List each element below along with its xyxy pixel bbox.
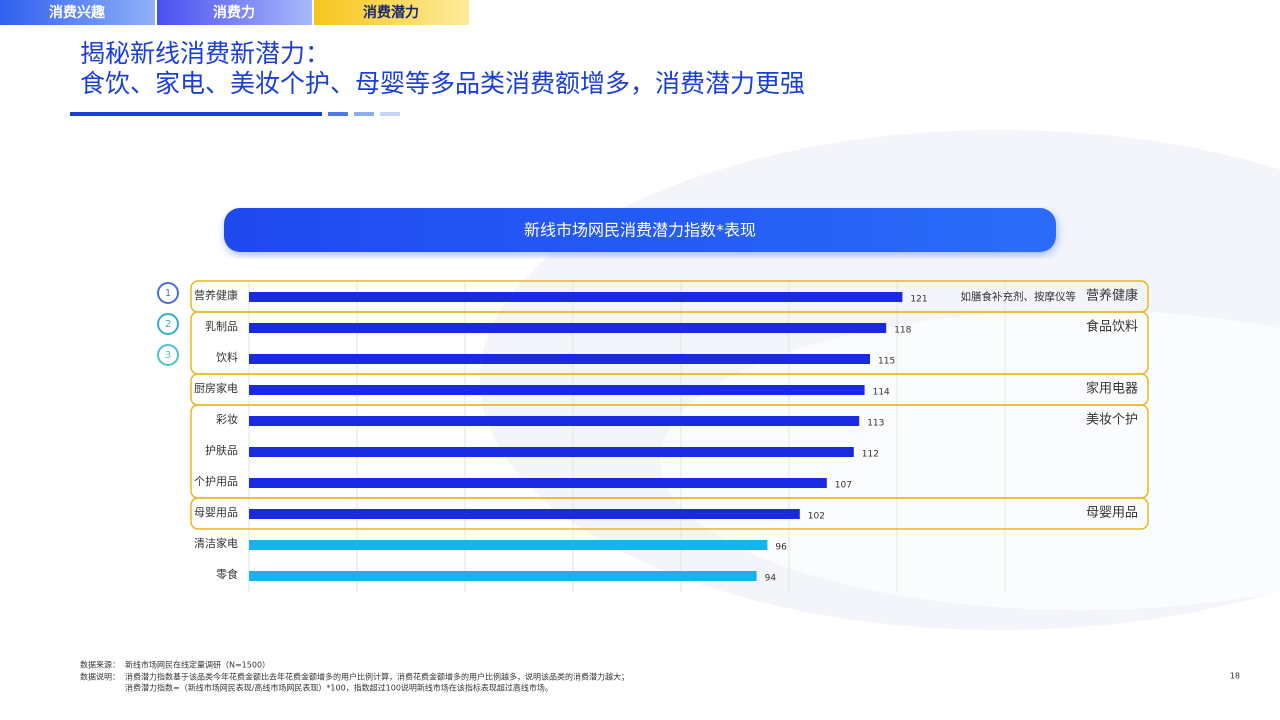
- category-label: 个护用品: [194, 474, 238, 488]
- tab[interactable]: [157, 0, 312, 25]
- value-label: 115: [878, 357, 895, 367]
- bar: [249, 292, 903, 302]
- bar: [249, 323, 887, 333]
- value-label: 102: [808, 512, 825, 522]
- note-label: 数据来源：: [80, 660, 120, 670]
- category-label: 清洁家电: [194, 536, 238, 550]
- category-label: 母婴用品: [194, 506, 238, 519]
- rank-badges: [157, 282, 179, 366]
- badge-label: 1: [165, 288, 171, 299]
- category-label: 营养健康: [194, 288, 238, 302]
- value-label: 107: [835, 481, 852, 491]
- note-label: 数据说明：: [80, 672, 120, 682]
- bar: [249, 571, 757, 581]
- category-label: 厨房家电: [194, 381, 238, 395]
- value-label: 96: [775, 543, 787, 553]
- category-label: 饮料: [216, 350, 238, 364]
- title-underline: [328, 112, 348, 116]
- category-label: 零食: [216, 567, 238, 581]
- bar: [249, 354, 870, 364]
- title-underline: [354, 112, 374, 116]
- bar: [249, 416, 860, 426]
- value-label: 94: [765, 574, 777, 584]
- bar: [249, 385, 865, 395]
- group-label: 美妆个护: [1086, 413, 1138, 428]
- note: 新线市场网民在线定量调研（N=1500）: [125, 660, 270, 670]
- bar: [249, 540, 768, 550]
- group-label: 营养健康: [1086, 288, 1138, 304]
- note: 消费潜力指数基于该品类今年花费金额比去年花费金额增多的用户比例计算，消费花费金额…: [125, 672, 629, 682]
- group-label: 家用电器: [1086, 381, 1138, 397]
- badge-label: 2: [165, 319, 171, 330]
- annotation: 如膳食补充剂、按摩仪等: [961, 290, 1077, 303]
- chart-header: [224, 208, 1056, 252]
- tab[interactable]: [0, 0, 155, 25]
- badge: [157, 344, 179, 366]
- badge: [157, 313, 179, 335]
- tab-label[interactable]: 消费力: [213, 4, 255, 21]
- value-label: 121: [910, 295, 927, 305]
- chart-title: 新线市场网民消费潜力指数*表现: [524, 221, 756, 240]
- group-label: 母婴用品: [1086, 506, 1138, 521]
- tab-active[interactable]: [314, 0, 469, 25]
- category-label: 护肤品: [205, 443, 238, 457]
- value-label: 113: [867, 419, 884, 429]
- title-underline: [380, 112, 400, 116]
- value-label: 112: [862, 450, 879, 460]
- bar: [249, 447, 854, 457]
- title-underline: [70, 112, 322, 116]
- title: 食饮、家电、美妆个护、母婴等多品类消费额增多，消费潜力更强: [80, 69, 805, 98]
- bar: [249, 509, 800, 519]
- group-box: [190, 497, 1149, 530]
- group-label: 食品饮料: [1086, 319, 1138, 335]
- bar: [249, 478, 827, 488]
- value-label: 118: [894, 326, 911, 336]
- tab-label[interactable]: 消费兴趣: [49, 4, 106, 21]
- badge: [157, 282, 179, 304]
- category-label: 乳制品: [205, 320, 238, 333]
- note: 消费潜力指数=（新线市场网民表现/高线市场网民表现）*100，指数超过100说明…: [125, 683, 553, 693]
- title: 揭秘新线消费新潜力：: [80, 39, 330, 68]
- badge-label: 3: [165, 350, 171, 361]
- value-label: 114: [873, 388, 890, 398]
- tab-label[interactable]: 消费潜力: [363, 4, 419, 21]
- page-number: 18: [1230, 672, 1240, 681]
- category-label: 彩妆: [216, 413, 238, 426]
